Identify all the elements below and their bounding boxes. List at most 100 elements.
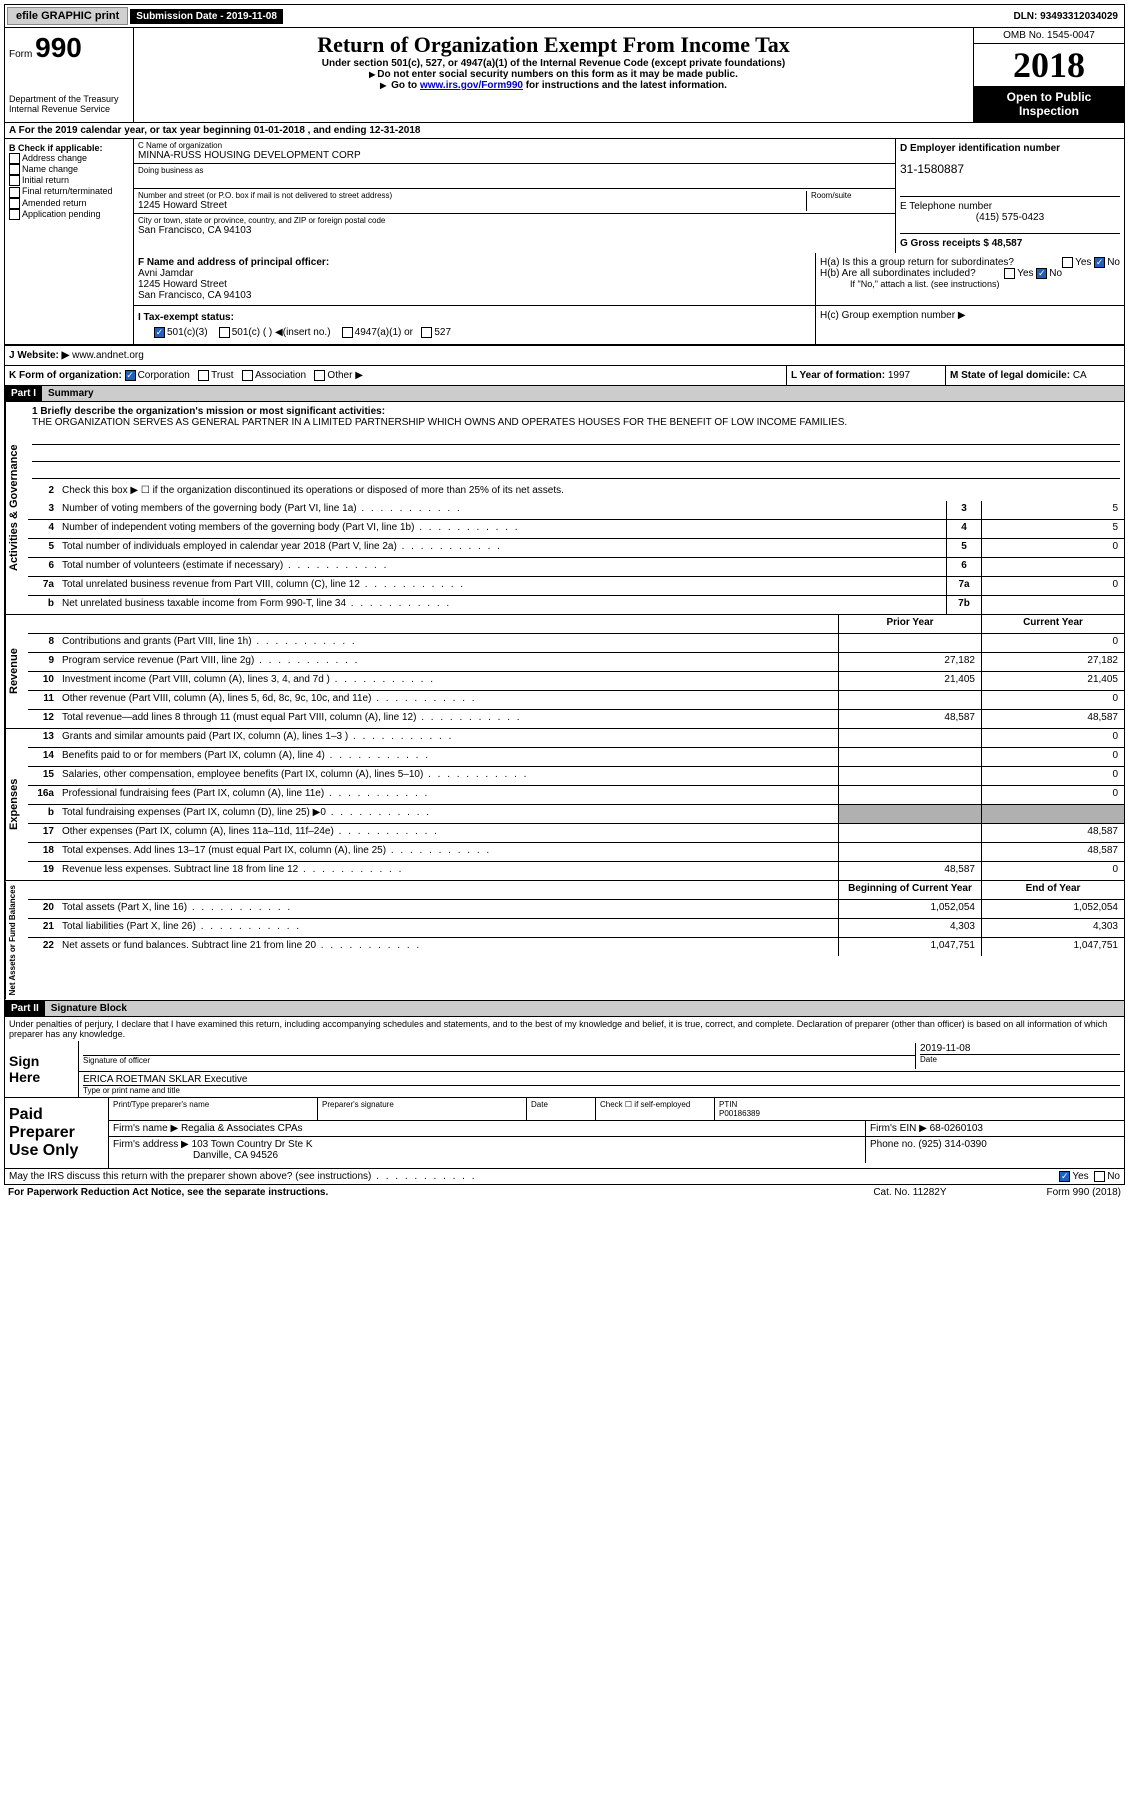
firm-ein: 68-0260103 — [930, 1123, 983, 1134]
city-state-zip: San Francisco, CA 94103 — [138, 225, 891, 236]
data-row: 22 Net assets or fund balances. Subtract… — [28, 938, 1124, 956]
firm-name: Regalia & Associates CPAs — [181, 1123, 303, 1134]
part1-header: Part I — [5, 386, 42, 401]
netassets-label: Net Assets or Fund Balances — [5, 881, 28, 999]
check-self-employed: Check ☐ if self-employed — [596, 1098, 715, 1120]
checkbox-amended[interactable] — [9, 198, 20, 209]
website-value: www.andnet.org — [72, 350, 144, 361]
data-row: 9 Program service revenue (Part VIII, li… — [28, 653, 1124, 672]
tax-year: 2018 — [974, 44, 1124, 86]
ha-yes[interactable] — [1062, 257, 1073, 268]
sig-date: 2019-11-08 — [920, 1043, 1120, 1054]
prep-date-label: Date — [527, 1098, 596, 1120]
line2-text: Check this box ▶ ☐ if the organization d… — [58, 483, 1124, 501]
row-j-website: J Website: ▶ www.andnet.org — [4, 346, 1125, 366]
checkbox-initial-return[interactable] — [9, 175, 20, 186]
hb-no[interactable] — [1036, 268, 1047, 279]
form-trust[interactable] — [198, 370, 209, 381]
mission-text: THE ORGANIZATION SERVES AS GENERAL PARTN… — [32, 417, 1120, 428]
governance-label: Activities & Governance — [5, 402, 28, 614]
hb-yes[interactable] — [1004, 268, 1015, 279]
box-b-check-applicable: B Check if applicable: Address change Na… — [5, 139, 134, 253]
org-name: MINNA-RUSS HOUSING DEVELOPMENT CORP — [138, 150, 891, 161]
prep-name-label: Print/Type preparer's name — [109, 1098, 318, 1120]
paperwork-notice: For Paperwork Reduction Act Notice, see … — [8, 1187, 873, 1198]
discuss-text: May the IRS discuss this return with the… — [9, 1171, 1059, 1182]
form-prefix: Form — [9, 49, 32, 60]
gov-row: 3 Number of voting members of the govern… — [28, 501, 1124, 520]
form-corporation[interactable] — [125, 370, 136, 381]
sig-officer-label: Signature of officer — [83, 1055, 915, 1065]
checkbox-name-change[interactable] — [9, 164, 20, 175]
phone-value: (415) 575-0423 — [900, 212, 1120, 223]
ein-value: 31-1580887 — [900, 162, 1120, 176]
prep-phone: (925) 314-0390 — [918, 1139, 986, 1150]
gov-row: b Net unrelated business taxable income … — [28, 596, 1124, 614]
data-row: 17 Other expenses (Part IX, column (A), … — [28, 824, 1124, 843]
firm-ein-label: Firm's EIN ▶ — [870, 1123, 927, 1134]
data-row: 8 Contributions and grants (Part VIII, l… — [28, 634, 1124, 653]
officer-name: Avni Jamdar — [138, 268, 811, 279]
gov-row: 5 Total number of individuals employed i… — [28, 539, 1124, 558]
data-row: 10 Investment income (Part VIII, column … — [28, 672, 1124, 691]
sign-here-label: Sign Here — [5, 1041, 78, 1097]
paid-preparer-label: Paid Preparer Use Only — [5, 1098, 108, 1168]
tax-4947[interactable] — [342, 327, 353, 338]
firm-name-label: Firm's name ▶ — [113, 1123, 178, 1134]
dba-label: Doing business as — [138, 166, 891, 175]
discuss-no[interactable] — [1094, 1171, 1105, 1182]
tax-501c[interactable] — [219, 327, 230, 338]
declaration: Under penalties of perjury, I declare th… — [4, 1017, 1125, 1041]
data-row: 12 Total revenue—add lines 8 through 11 … — [28, 710, 1124, 728]
open-to-public: Open to Public Inspection — [974, 86, 1124, 122]
gross-receipts-value: 48,587 — [992, 238, 1023, 249]
tax-501c3[interactable] — [154, 327, 165, 338]
ptin-value: P00186389 — [719, 1109, 1120, 1118]
data-row: 11 Other revenue (Part VIII, column (A),… — [28, 691, 1124, 710]
irs-link[interactable]: www.irs.gov/Form990 — [420, 80, 523, 91]
subtitle-3: Go to www.irs.gov/Form990 for instructio… — [138, 80, 969, 91]
h-a: H(a) Is this a group return for subordin… — [820, 257, 1120, 268]
h-c: H(c) Group exemption number ▶ — [820, 310, 1120, 321]
officer-label: F Name and address of principal officer: — [138, 257, 811, 268]
data-row: 19 Revenue less expenses. Subtract line … — [28, 862, 1124, 880]
checkbox-final-return[interactable] — [9, 187, 20, 198]
prior-year-header: Prior Year — [838, 615, 981, 633]
tax-527[interactable] — [421, 327, 432, 338]
data-row: 21 Total liabilities (Part X, line 26) 4… — [28, 919, 1124, 938]
firm-city: Danville, CA 94526 — [113, 1150, 861, 1161]
cat-no: Cat. No. 11282Y — [873, 1187, 946, 1198]
revenue-label: Revenue — [5, 615, 28, 728]
omb-number: OMB No. 1545-0047 — [974, 28, 1124, 44]
suite-label: Room/suite — [811, 191, 891, 200]
ha-no[interactable] — [1094, 257, 1105, 268]
efile-print-button[interactable]: efile GRAPHIC print — [7, 7, 128, 25]
submission-date: Submission Date - 2019-11-08 — [130, 9, 283, 24]
checkbox-application-pending[interactable] — [9, 209, 20, 220]
phone-label: E Telephone number — [900, 201, 1120, 212]
row-a-tax-year: A For the 2019 calendar year, or tax yea… — [4, 123, 1125, 139]
discuss-yes[interactable] — [1059, 1171, 1070, 1182]
h-b: H(b) Are all subordinates included? Yes … — [820, 268, 1120, 279]
form-footer: Form 990 (2018) — [1047, 1187, 1121, 1198]
type-name-label: Type or print name and title — [83, 1085, 1120, 1095]
form-association[interactable] — [242, 370, 253, 381]
checkbox-address-change[interactable] — [9, 153, 20, 164]
subtitle-2: Do not enter social security numbers on … — [138, 69, 969, 80]
data-row: 16a Professional fundraising fees (Part … — [28, 786, 1124, 805]
firm-addr-label: Firm's address ▶ — [113, 1139, 189, 1150]
part2-title: Signature Block — [45, 1001, 1124, 1016]
form-other[interactable] — [314, 370, 325, 381]
city-label: City or town, state or province, country… — [138, 216, 891, 225]
year-formation: 1997 — [888, 370, 910, 381]
form-title: Return of Organization Exempt From Incom… — [138, 32, 969, 58]
part2-header: Part II — [5, 1001, 45, 1016]
street-address: 1245 Howard Street — [138, 200, 806, 211]
officer-addr1: 1245 Howard Street — [138, 279, 811, 290]
data-row: b Total fundraising expenses (Part IX, c… — [28, 805, 1124, 824]
form-number: 990 — [35, 32, 82, 63]
gov-row: 7a Total unrelated business revenue from… — [28, 577, 1124, 596]
expenses-label: Expenses — [5, 729, 28, 880]
line1-label: 1 Briefly describe the organization's mi… — [32, 406, 1120, 417]
department: Department of the Treasury Internal Reve… — [9, 94, 129, 114]
